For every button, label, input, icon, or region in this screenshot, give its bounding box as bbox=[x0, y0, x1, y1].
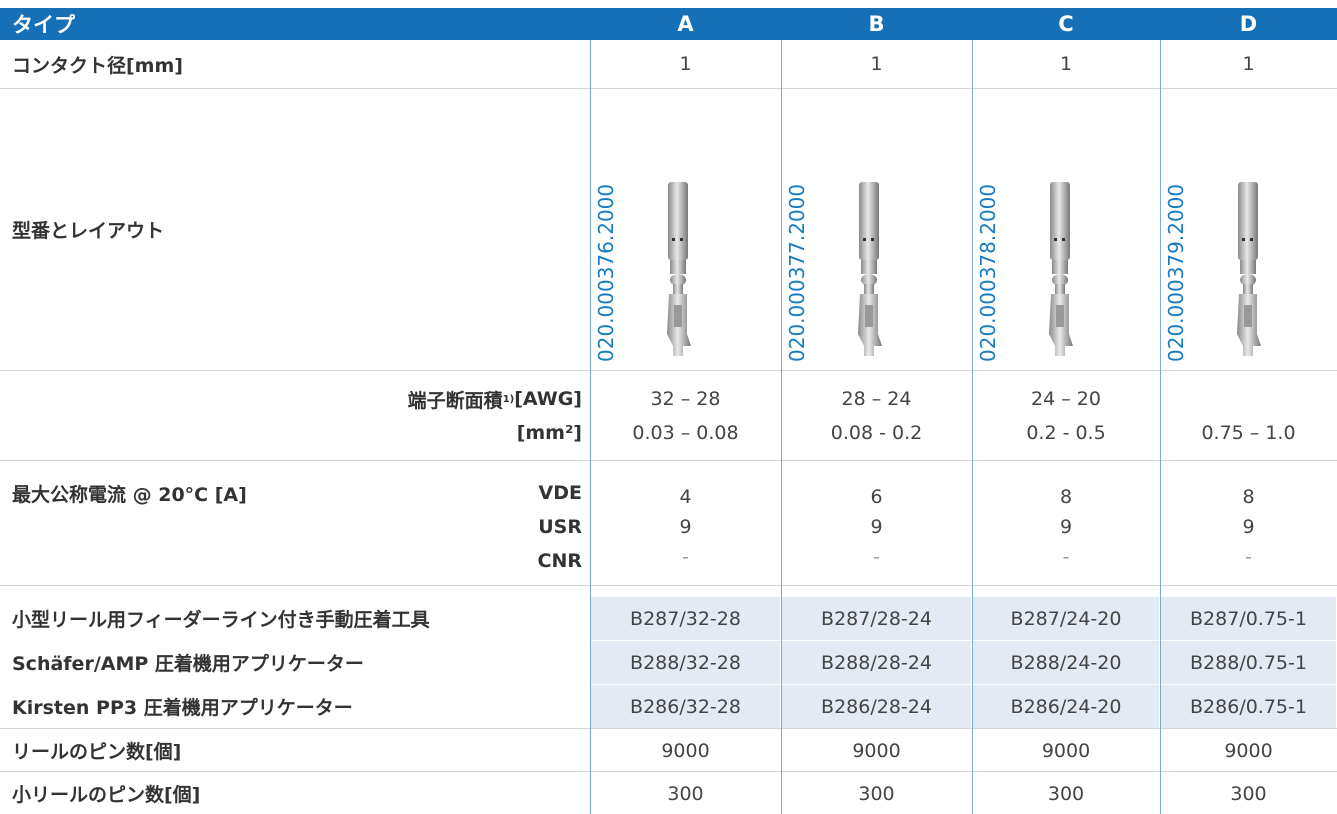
row-label: 小型リール用フィーダーライン付き手動圧着工具 bbox=[12, 609, 430, 631]
cell: 0.03 – 0.08 bbox=[632, 422, 739, 444]
connector-image bbox=[1040, 180, 1080, 360]
part-number: 020.000378.2000 bbox=[976, 183, 1000, 362]
cell: 6 bbox=[870, 486, 883, 508]
cell: 9000 bbox=[852, 739, 901, 762]
header-column: C bbox=[972, 8, 1160, 40]
cell: 300 bbox=[667, 782, 704, 805]
cell: 8 bbox=[1242, 486, 1255, 508]
header-label: タイプ bbox=[0, 8, 590, 40]
cell: 9000 bbox=[1041, 739, 1091, 762]
cell: B288/28-24 bbox=[782, 641, 971, 684]
cell: - bbox=[1245, 546, 1252, 568]
row-label: 型番とレイアウト bbox=[12, 219, 165, 242]
cell: B287/32-28 bbox=[591, 597, 780, 640]
part-number: 020.000379.2000 bbox=[1164, 183, 1188, 362]
row-label: 最大公称電流 @ 20°C [A] bbox=[12, 483, 247, 506]
cell: B286/28-24 bbox=[782, 685, 971, 728]
cell: 0.08 - 0.2 bbox=[830, 422, 923, 444]
cell: B287/28-24 bbox=[782, 597, 971, 640]
label-part: [AWG] bbox=[514, 388, 582, 410]
standard-label: VDE bbox=[538, 482, 582, 504]
cell: B287/24-20 bbox=[973, 597, 1159, 640]
row-label: Kirsten PP3 圧着機用アプリケーター bbox=[12, 697, 353, 719]
column-divider bbox=[1160, 40, 1161, 814]
column-divider bbox=[972, 40, 973, 814]
label-part: 端子断面積 bbox=[407, 389, 503, 412]
cell: 1 bbox=[679, 53, 692, 75]
cell: 4 bbox=[679, 486, 692, 508]
cell: 9 bbox=[679, 516, 692, 538]
cell: - bbox=[873, 546, 880, 568]
cell: 1 bbox=[1059, 53, 1073, 75]
cell: B288/24-20 bbox=[973, 641, 1159, 684]
header-column: D bbox=[1160, 8, 1337, 40]
cell: 9 bbox=[1059, 516, 1073, 538]
cell: 24 – 20 bbox=[1031, 388, 1101, 410]
column-divider bbox=[781, 40, 782, 814]
cell: - bbox=[682, 546, 689, 568]
row-divider bbox=[0, 88, 1337, 89]
cell: 9000 bbox=[1224, 739, 1273, 762]
cell: 32 – 28 bbox=[650, 388, 721, 410]
row-divider bbox=[0, 370, 1337, 371]
row-label: リールのピン数[個] bbox=[12, 741, 182, 763]
cell: 300 bbox=[1230, 782, 1267, 805]
header-column: A bbox=[590, 8, 781, 40]
row-label: 小リールのピン数[個] bbox=[12, 784, 201, 806]
cell: 8 bbox=[1059, 486, 1073, 508]
row-divider bbox=[0, 728, 1337, 729]
cell: B286/24-20 bbox=[973, 685, 1159, 728]
cell: 300 bbox=[1047, 782, 1085, 805]
label-part: 1) bbox=[502, 393, 515, 405]
cell: 28 – 24 bbox=[841, 388, 912, 410]
row-label: コンタクト径[mm] bbox=[12, 54, 183, 77]
cell: - bbox=[1062, 546, 1070, 568]
standard-label: CNR bbox=[537, 550, 582, 572]
cell: 0.75 – 1.0 bbox=[1201, 422, 1296, 444]
cell: 9 bbox=[870, 516, 883, 538]
connector-image bbox=[1228, 180, 1268, 360]
row-label: Schäfer/AMP 圧着機用アプリケーター bbox=[12, 653, 364, 675]
cell: 0.2 - 0.5 bbox=[1026, 422, 1106, 444]
row-divider bbox=[0, 771, 1337, 772]
cell: B288/0.75-1 bbox=[1161, 641, 1336, 684]
cell: 1 bbox=[870, 53, 883, 75]
connector-image bbox=[849, 180, 889, 360]
cell: B287/0.75-1 bbox=[1161, 597, 1336, 640]
connector-image bbox=[658, 180, 698, 360]
cell: 9 bbox=[1242, 516, 1255, 538]
row-divider bbox=[0, 460, 1337, 461]
part-number: 020.000377.2000 bbox=[785, 183, 809, 362]
row-label: 端子断面積 1) [AWG] bbox=[0, 382, 590, 416]
cell: 1 bbox=[1242, 53, 1255, 75]
standard-label: USR bbox=[538, 516, 582, 538]
cell: B286/0.75-1 bbox=[1161, 685, 1336, 728]
cell: 9000 bbox=[661, 739, 710, 762]
header-column: B bbox=[781, 8, 972, 40]
row-divider bbox=[0, 585, 1337, 586]
cell: B288/32-28 bbox=[591, 641, 780, 684]
cell: 300 bbox=[858, 782, 895, 805]
part-number: 020.000376.2000 bbox=[594, 183, 618, 362]
cell: B286/32-28 bbox=[591, 685, 780, 728]
column-divider bbox=[590, 40, 591, 814]
row-label: [mm²] bbox=[516, 422, 582, 444]
